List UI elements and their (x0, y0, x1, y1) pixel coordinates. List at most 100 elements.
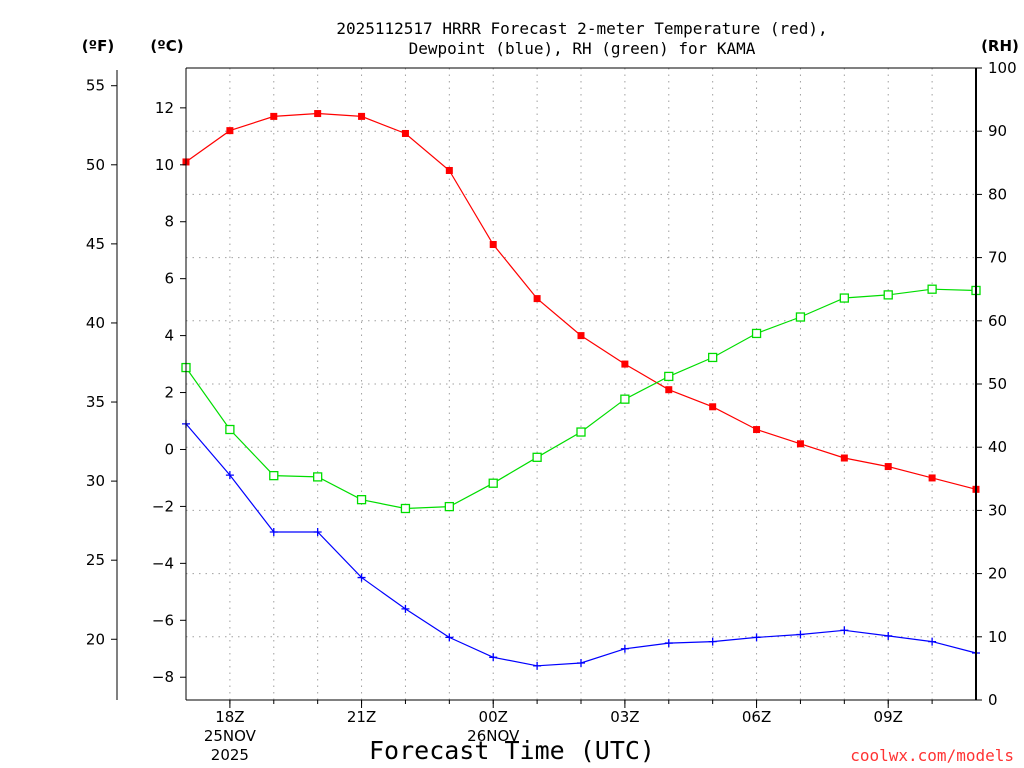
celsius-tick-label: 2 (164, 384, 174, 402)
celsius-tick-label: −4 (152, 554, 174, 572)
temperature-point (358, 112, 366, 120)
x-tick-label: 09Z (874, 708, 903, 726)
temperature-point (796, 440, 804, 448)
celsius-tick-label: −6 (152, 611, 174, 629)
fahrenheit-tick-label: 30 (86, 472, 105, 490)
rh-point (927, 284, 937, 294)
x-tick-label: 21Z (347, 708, 376, 726)
rh-tick-label: 40 (988, 438, 1007, 456)
celsius-tick-label: 12 (155, 99, 174, 117)
x-tick-label: 00Z (479, 708, 508, 726)
rh-tick-label: 90 (988, 122, 1007, 140)
rh-point (444, 501, 454, 512)
temperature-point (226, 127, 234, 135)
dewpoint-point (840, 626, 849, 635)
rh-tick-label: 30 (988, 501, 1007, 519)
temperature-point (533, 295, 541, 303)
fahrenheit-tick-label: 50 (86, 156, 105, 174)
celsius-tick-label: −2 (152, 497, 174, 515)
fahrenheit-unit-label: (ºF) (82, 37, 114, 55)
dewpoint-point (884, 631, 893, 640)
x-tick-label: 18Z (215, 708, 244, 726)
dewpoint-point (313, 528, 322, 537)
x-tick-label: 26NOV (467, 727, 520, 745)
rh-point (532, 452, 542, 462)
rh-tick-label: 50 (988, 375, 1007, 393)
temperature-point (753, 426, 761, 434)
temperature-point (621, 360, 629, 368)
rh-point (356, 495, 367, 505)
temperature-point (577, 332, 585, 340)
celsius-unit-label: (ºC) (150, 37, 183, 55)
rh-point (488, 478, 498, 488)
rh-point (400, 503, 411, 514)
celsius-tick-label: 0 (164, 440, 174, 458)
dewpoint-point (357, 573, 366, 582)
series-layer (181, 110, 981, 670)
fahrenheit-tick-label: 25 (86, 551, 105, 569)
rh-tick-label: 20 (988, 565, 1007, 583)
credit-text: coolwx.com/models (850, 746, 1014, 765)
celsius-tick-label: 6 (164, 270, 174, 288)
axes: 121086420−2−4−6−855504540353025201009080… (86, 59, 1017, 764)
x-tick-label: 03Z (610, 708, 639, 726)
dewpoint-point (708, 637, 717, 646)
rh-tick-label: 80 (988, 185, 1007, 203)
chart-title-line-1: 2025112517 HRRR Forecast 2-meter Tempera… (336, 19, 827, 38)
temperature-point (270, 112, 278, 120)
celsius-tick-label: 4 (164, 327, 174, 345)
rh-point (795, 312, 806, 322)
temperature-point (709, 403, 717, 411)
celsius-tick-label: 8 (164, 213, 174, 231)
dewpoint-point (664, 639, 673, 648)
fahrenheit-tick-label: 40 (86, 314, 105, 332)
rh-point (883, 290, 893, 300)
rh-tick-label: 10 (988, 628, 1007, 646)
rh-point (839, 293, 849, 303)
dewpoint-point (796, 630, 805, 639)
rh-tick-label: 0 (988, 691, 998, 709)
rh-unit-label: (RH) (981, 37, 1019, 55)
celsius-tick-label: −8 (152, 668, 174, 686)
dewpoint-point (577, 658, 585, 667)
dewpoint-point (620, 644, 629, 653)
temperature-point (884, 463, 892, 471)
rh-tick-label: 60 (988, 312, 1007, 330)
rh-tick-label: 70 (988, 249, 1007, 267)
chart-title-line-2: Dewpoint (blue), RH (green) for KAMA (409, 39, 756, 58)
dewpoint-point (752, 633, 761, 642)
rh-point (269, 470, 279, 481)
fahrenheit-tick-label: 35 (86, 393, 105, 411)
temperature-point (928, 474, 936, 482)
dewpoint-point (225, 471, 234, 480)
rh-tick-label: 100 (988, 59, 1017, 77)
dewpoint-point (269, 528, 278, 537)
grid-lines (186, 68, 976, 700)
fahrenheit-tick-label: 55 (86, 77, 105, 95)
temperature-point (665, 386, 673, 394)
temperature-point (489, 241, 497, 249)
celsius-tick-label: 10 (155, 156, 174, 174)
temperature-point (445, 166, 453, 174)
rh-point (620, 394, 630, 404)
x-tick-label: 2025 (211, 746, 249, 764)
rh-point (708, 352, 718, 363)
rh-point (225, 424, 235, 435)
x-tick-label: 06Z (742, 708, 771, 726)
rh-point (576, 427, 586, 437)
dewpoint-point (401, 604, 410, 613)
dewpoint-point (445, 633, 454, 642)
fahrenheit-tick-label: 20 (86, 630, 105, 648)
rh-point (313, 472, 323, 482)
fahrenheit-tick-label: 45 (86, 235, 105, 253)
dewpoint-point (928, 637, 937, 646)
x-tick-label: 25NOV (204, 727, 257, 745)
x-axis-title: Forecast Time (UTC) (369, 736, 655, 765)
dewpoint-point (489, 653, 498, 662)
temperature-point (840, 454, 848, 462)
rh-point (751, 328, 762, 339)
temperature-point (401, 129, 409, 137)
temperature-point (314, 110, 322, 118)
rh-point (664, 371, 674, 382)
